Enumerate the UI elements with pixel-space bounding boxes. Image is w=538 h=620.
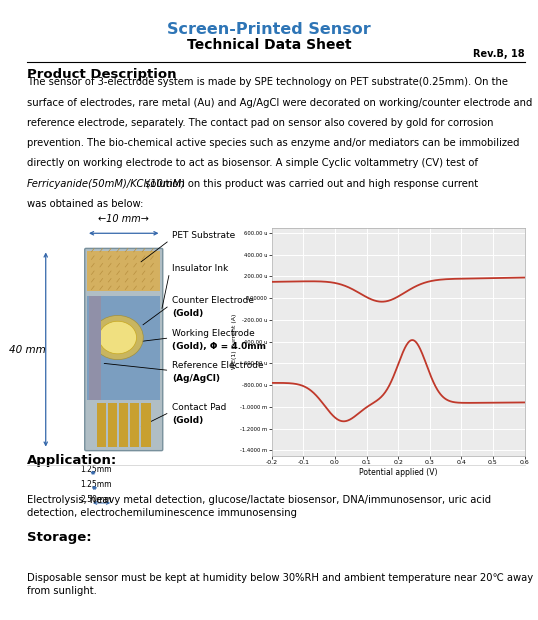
Bar: [87, 250, 160, 291]
Text: Technical Data Sheet: Technical Data Sheet: [187, 38, 351, 53]
Text: Ferricyanide(50mM)/KCl(10mM): Ferricyanide(50mM)/KCl(10mM): [27, 179, 186, 188]
Text: Contact Pad: Contact Pad: [172, 403, 226, 412]
Text: (Gold), Φ = 4.0mm: (Gold), Φ = 4.0mm: [172, 342, 266, 351]
Text: PET Substrate: PET Substrate: [172, 231, 236, 240]
Bar: [89, 296, 101, 399]
Text: (Ag/AgCl): (Ag/AgCl): [172, 374, 220, 383]
Text: Application:: Application:: [27, 454, 117, 467]
Circle shape: [92, 316, 143, 360]
Bar: [130, 403, 139, 447]
Text: Disposable sensor must be kept at humidity below 30%RH and ambient temperature n: Disposable sensor must be kept at humidi…: [27, 573, 533, 596]
Bar: [141, 403, 151, 447]
Text: reference electrode, separately. The contact pad on sensor also covered by gold : reference electrode, separately. The con…: [27, 118, 493, 128]
Text: Storage:: Storage:: [27, 531, 91, 544]
Text: was obtained as below:: was obtained as below:: [27, 199, 143, 209]
Text: Product Description: Product Description: [27, 68, 176, 81]
Text: solution on this product was carried out and high response current: solution on this product was carried out…: [142, 179, 478, 188]
Text: Insulator Ink: Insulator Ink: [172, 264, 229, 273]
Bar: [87, 296, 160, 399]
Text: Reference Electrode: Reference Electrode: [172, 361, 264, 370]
Text: ←10 mm→: ←10 mm→: [98, 214, 149, 224]
Text: (Gold): (Gold): [172, 416, 203, 425]
Text: Electrolysis, heavy metal detection, glucose/lactate biosensor, DNA/immunosensor: Electrolysis, heavy metal detection, glu…: [27, 495, 491, 518]
Text: 1.25mm: 1.25mm: [81, 465, 112, 474]
FancyBboxPatch shape: [84, 249, 162, 451]
Circle shape: [99, 321, 137, 354]
X-axis label: Potential applied (V): Potential applied (V): [359, 467, 437, 477]
Bar: [97, 403, 107, 447]
Text: The sensor of 3-electrode system is made by SPE technology on PET substrate(0.25: The sensor of 3-electrode system is made…: [27, 78, 508, 87]
Text: directly on working electrode to act as biosensor. A simple Cyclic voltammetry (: directly on working electrode to act as …: [27, 158, 478, 169]
Text: Counter Electrode: Counter Electrode: [172, 296, 254, 306]
Text: 1.25mm: 1.25mm: [81, 480, 112, 489]
Y-axis label: WE(1) Current (A): WE(1) Current (A): [232, 314, 237, 370]
Text: Rev.B, 18: Rev.B, 18: [473, 49, 525, 59]
Text: Working Electrode: Working Electrode: [172, 329, 255, 338]
Bar: [119, 403, 129, 447]
Text: (Gold): (Gold): [172, 309, 203, 318]
Text: prevention. The bio-chemical active species such as enzyme and/or mediators can : prevention. The bio-chemical active spec…: [27, 138, 519, 148]
Text: surface of electrodes, rare metal (Au) and Ag/AgCl were decorated on working/cou: surface of electrodes, rare metal (Au) a…: [27, 97, 532, 108]
Text: 2.50mm: 2.50mm: [81, 495, 112, 504]
Bar: [108, 403, 117, 447]
Text: Screen-Printed Sensor: Screen-Printed Sensor: [167, 22, 371, 37]
Text: 40 mm: 40 mm: [9, 345, 45, 355]
